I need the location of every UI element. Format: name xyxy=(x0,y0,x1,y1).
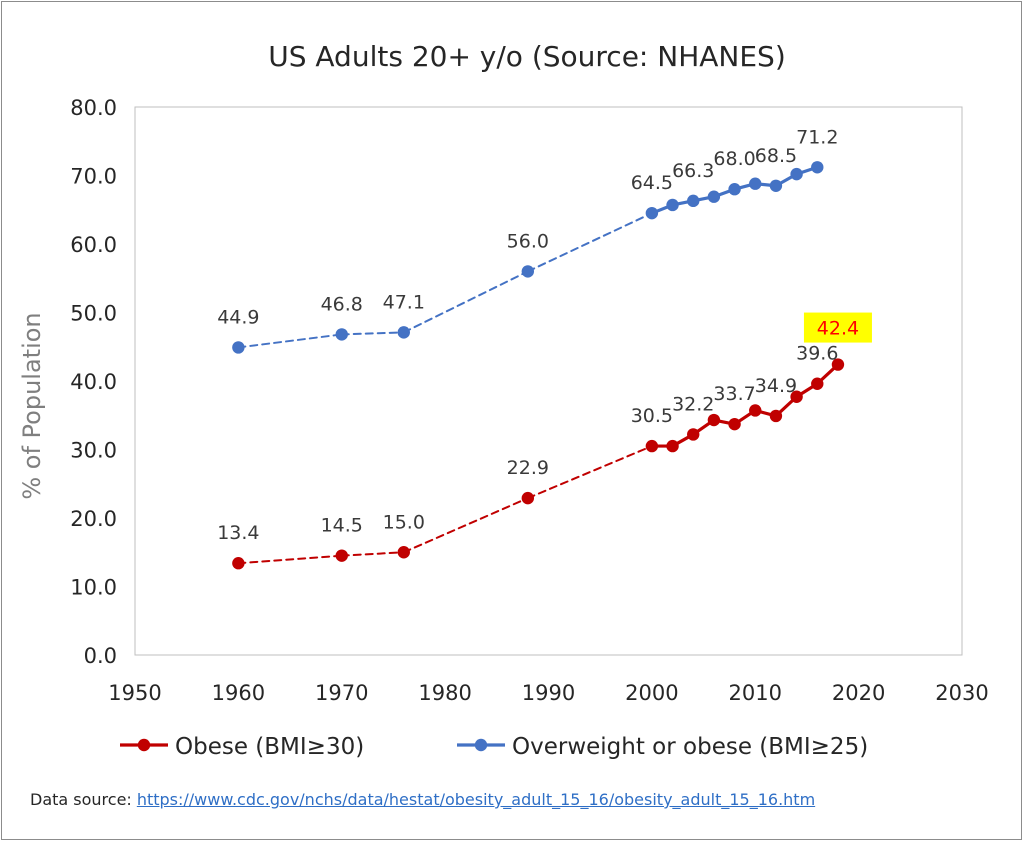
data-label: 39.6 xyxy=(796,343,838,365)
y-tick-label: 50.0 xyxy=(70,302,117,326)
data-label: 56.0 xyxy=(507,230,549,252)
y-tick-label: 80.0 xyxy=(70,96,117,120)
x-tick-label: 2030 xyxy=(935,681,988,705)
series-1-point xyxy=(790,390,803,403)
data-label: 33.7 xyxy=(713,383,755,405)
y-tick-label: 0.0 xyxy=(84,644,117,668)
y-tick-label: 40.0 xyxy=(70,370,117,394)
data-label: 71.2 xyxy=(796,126,838,148)
series-1-point xyxy=(397,546,410,559)
legend-swatch-marker xyxy=(474,738,488,752)
series-2-point xyxy=(790,167,803,181)
series-2-point xyxy=(728,183,741,196)
data-label: 47.1 xyxy=(383,291,425,313)
series-2-segment xyxy=(340,331,405,336)
data-label: 64.5 xyxy=(631,172,673,194)
series-2-point xyxy=(811,161,824,174)
series-1-point xyxy=(645,439,659,453)
data-label: 14.5 xyxy=(321,515,363,537)
series-1-point xyxy=(687,428,700,441)
data-source: Data source: https://www.cdc.gov/nchs/dat… xyxy=(30,790,815,809)
series-2-point xyxy=(397,326,410,339)
y-tick-label: 30.0 xyxy=(70,439,117,463)
series-1-point xyxy=(666,439,679,453)
data-label: 44.9 xyxy=(217,306,259,328)
series-2 xyxy=(232,161,824,354)
x-tick-label: 1990 xyxy=(522,681,575,705)
series-2-segment xyxy=(526,212,653,273)
series-1-segment xyxy=(526,445,653,500)
legend-label: Overweight or obese (BMI≥25) xyxy=(512,734,868,760)
series-2-point xyxy=(645,206,659,220)
series-2-point xyxy=(521,265,535,278)
x-tick-label: 2000 xyxy=(625,681,678,705)
data-label: 22.9 xyxy=(507,457,549,479)
axis-ticks: 0.0 10.0 20.0 30.0 40.0 50.0 60.0 70.0 80.0 1950 1… xyxy=(70,96,988,705)
legend: Obese (BMI≥30) Overweight or obese (BMI≥2… xyxy=(120,734,868,760)
x-tick-label: 1960 xyxy=(212,681,265,705)
series-1-segment xyxy=(237,554,343,565)
y-tick-label: 20.0 xyxy=(70,507,117,531)
x-tick-label: 1950 xyxy=(108,681,161,705)
series-1-segment xyxy=(402,497,529,554)
chart-title: US Adults 20+ y/o (Source: NHANES) xyxy=(268,40,786,73)
data-labels: 13.4 14.5 15.0 22.9 30.532.2 33.7 34.9 39.6 42.4… xyxy=(217,126,872,544)
series-2-segment xyxy=(402,270,529,334)
series-1-point xyxy=(749,404,762,417)
data-label: 32.2 xyxy=(672,393,714,415)
data-label: 13.4 xyxy=(217,522,259,544)
data-label: 15.0 xyxy=(383,511,425,533)
data-label: 68.5 xyxy=(755,145,797,167)
series-2-segment xyxy=(237,333,343,349)
series-2-point xyxy=(687,194,700,208)
series-2-point xyxy=(749,177,762,190)
data-label: 34.9 xyxy=(755,375,797,397)
series-1-point xyxy=(707,413,721,427)
x-tick-label: 1980 xyxy=(418,681,471,705)
data-label: 66.3 xyxy=(672,160,714,182)
x-tick-label: 2020 xyxy=(832,681,885,705)
series-2-point xyxy=(335,328,348,341)
y-tick-label: 70.0 xyxy=(70,165,117,189)
series-1-point xyxy=(335,549,348,562)
data-label-highlighted: 42.4 xyxy=(817,318,859,340)
series-1-point xyxy=(521,491,535,505)
series-1-point xyxy=(769,409,783,423)
y-axis-label: % of Population xyxy=(18,312,46,499)
series-2-point xyxy=(769,179,783,192)
series-2-point xyxy=(666,198,679,212)
series-1-point xyxy=(232,557,245,570)
data-label: 30.5 xyxy=(631,405,673,427)
legend-swatch-marker xyxy=(137,738,151,752)
series-1-point xyxy=(728,417,741,431)
series-1 xyxy=(232,358,845,570)
data-label: 46.8 xyxy=(321,293,363,315)
series-2-point xyxy=(232,341,245,354)
series-1-point xyxy=(831,358,845,371)
series-layer xyxy=(232,161,845,570)
legend-label: Obese (BMI≥30) xyxy=(175,734,364,760)
y-tick-label: 10.0 xyxy=(70,576,117,600)
x-tick-label: 1970 xyxy=(315,681,368,705)
plot-area xyxy=(134,106,963,656)
x-tick-label: 2010 xyxy=(729,681,782,705)
series-1-segment xyxy=(340,551,405,557)
data-label: 68.0 xyxy=(713,148,755,170)
highlight-box xyxy=(803,312,872,343)
data-source-label: Data source: xyxy=(30,790,132,809)
series-1-point xyxy=(811,377,824,390)
data-source-link[interactable]: https://www.cdc.gov/nchs/data/hestat/obe… xyxy=(136,790,816,809)
series-2-point xyxy=(707,190,721,203)
y-tick-label: 60.0 xyxy=(70,233,117,257)
